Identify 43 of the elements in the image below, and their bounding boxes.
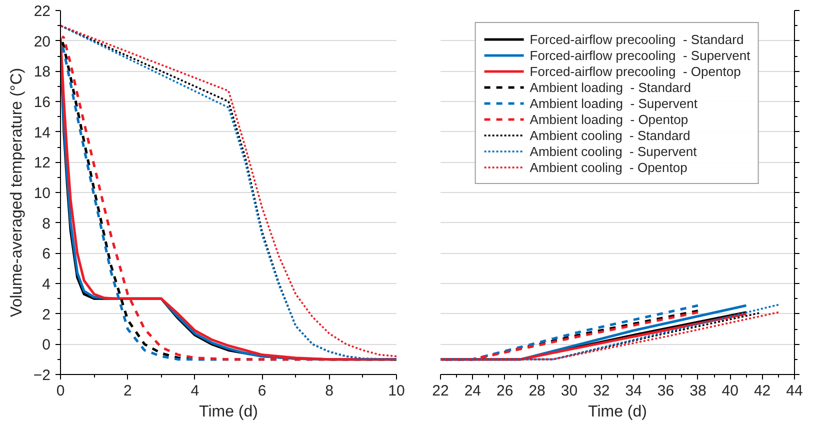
legend-label: Ambient cooling - Supervent: [530, 143, 697, 159]
x-tick-label: 0: [56, 382, 65, 400]
x-axis-title: Time (d): [199, 404, 258, 420]
y-tick-label: 16: [34, 94, 51, 111]
legend-label: Forced-airflow precooling - Opentop: [530, 63, 741, 79]
legend-label: Forced-airflow precooling - Supervent: [530, 47, 750, 63]
x-tick-label: 36: [657, 382, 674, 400]
x-tick-label: 44: [786, 382, 803, 400]
x-tick-label: 42: [754, 382, 771, 400]
x-tick-label: 30: [560, 382, 578, 400]
x-tick-label: 22: [432, 382, 449, 400]
x-tick-label: 10: [388, 382, 405, 400]
y-tick-label: 20: [34, 33, 51, 50]
y-axis-title: Volume-averaged temperature (°C): [8, 68, 26, 318]
y-tick-label: 14: [34, 124, 51, 142]
legend-label: Forced-airflow precooling - Standard: [530, 31, 744, 47]
x-tick-label: 40: [722, 382, 738, 400]
legend-label: Ambient loading - Supervent: [530, 95, 698, 111]
y-tick-label: 0: [42, 336, 50, 354]
x-tick-label: 34: [625, 382, 642, 400]
legend-label: Ambient cooling - Standard: [530, 127, 690, 143]
x-tick-label: 6: [258, 382, 266, 400]
y-tick-label: 12: [34, 154, 51, 172]
x-tick-label: 28: [528, 382, 546, 400]
legend-label: Ambient cooling - Opentop: [530, 159, 688, 175]
x-tick-label: 32: [593, 382, 610, 400]
legend-label: Ambient loading - Opentop: [530, 111, 688, 127]
legend-label: Ambient loading - Standard: [530, 79, 691, 95]
y-tick-label: 6: [42, 246, 50, 263]
x-tick-label: 26: [496, 382, 514, 400]
y-tick-label: −2: [33, 367, 51, 384]
x-tick-label: 4: [190, 382, 200, 400]
x-tick-label: 8: [325, 382, 334, 400]
y-tick-label: 18: [34, 64, 51, 81]
y-tick-label: 10: [34, 185, 51, 202]
y-tick-label: 2: [42, 306, 50, 324]
x-tick-label: 24: [464, 382, 482, 400]
y-tick-label: 22: [34, 3, 51, 20]
x-tick-label: 2: [124, 382, 132, 400]
x-tick-label: 38: [690, 382, 706, 400]
y-tick-label: 8: [42, 215, 50, 232]
y-tick-label: 4: [42, 276, 50, 293]
x-axis-title: Time (d): [588, 404, 647, 420]
